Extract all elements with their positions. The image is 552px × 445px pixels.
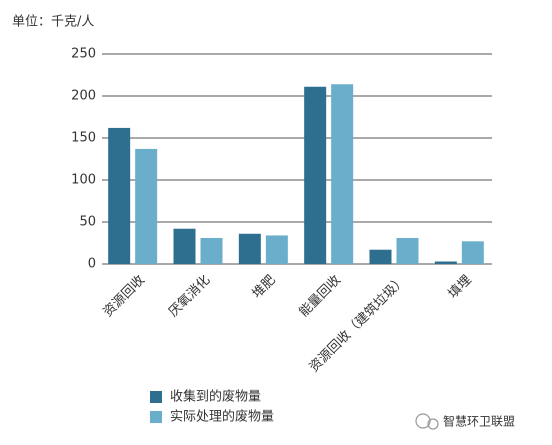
y-tick-label: 150 [71, 131, 96, 146]
x-tick-label: 堆肥 [250, 273, 279, 302]
bar [200, 237, 223, 264]
x-tick-label: 填埋 [446, 273, 475, 302]
x-tick-label: 厌氧消化 [166, 273, 213, 320]
y-tick-label: 250 [71, 47, 96, 62]
y-tick-label: 200 [71, 89, 96, 104]
bar [369, 249, 392, 264]
bar [304, 86, 327, 264]
bar [135, 148, 158, 264]
bar [331, 84, 354, 265]
bar [265, 235, 288, 264]
legend-label: 实际处理的废物量 [170, 409, 274, 425]
legend-swatch [150, 391, 162, 403]
watermark: 智慧环卫联盟 [443, 414, 515, 429]
legend-swatch [150, 411, 162, 423]
bar [238, 233, 261, 264]
bar [461, 241, 484, 264]
bar [173, 228, 196, 264]
bar [108, 127, 131, 264]
watermark-icon [415, 413, 439, 430]
bar [434, 261, 457, 264]
y-tick-label: 50 [79, 215, 96, 230]
y-tick-label: 100 [71, 173, 96, 188]
y-tick-label: 0 [88, 257, 96, 272]
y-axis-unit: 单位：千克/人 [12, 15, 94, 30]
x-tick-label: 能量回收 [297, 273, 344, 320]
x-tick-label: 资源回收 [101, 273, 148, 320]
bar [396, 237, 419, 264]
legend-label: 收集到的废物量 [170, 389, 261, 405]
